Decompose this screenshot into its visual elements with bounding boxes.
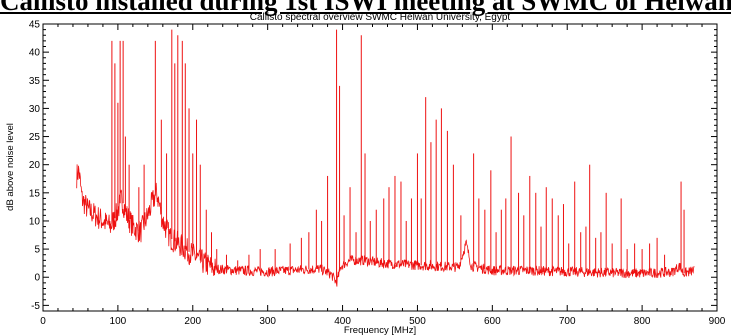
x-axis-label: Frequency [MHz] <box>344 325 416 336</box>
x-tick-label: 400 <box>334 316 351 327</box>
x-tick-label: 0 <box>40 316 46 327</box>
x-tick-label: 900 <box>709 316 726 327</box>
y-tick-label: 20 <box>29 160 41 171</box>
x-tick-label: 100 <box>110 316 127 327</box>
y-tick-label: 10 <box>29 216 41 227</box>
y-tick-label: 45 <box>29 20 41 31</box>
spectrum-line <box>76 164 695 287</box>
x-tick-label: 200 <box>184 316 201 327</box>
y-tick-label: 0 <box>34 273 40 284</box>
y-tick-label: 25 <box>29 132 41 143</box>
y-tick-label: -5 <box>31 301 40 312</box>
x-tick-label: 700 <box>559 316 576 327</box>
series-layer <box>76 29 695 287</box>
y-tick-label: 15 <box>29 188 41 199</box>
y-tick-label: 35 <box>29 76 41 87</box>
y-tick-label: 40 <box>29 48 41 59</box>
y-tick-label: 5 <box>34 245 40 256</box>
plot-frame <box>42 23 718 312</box>
page-banner-title: Callisto installed during 1st ISWI meeti… <box>0 0 731 16</box>
axis-ticks <box>42 23 718 311</box>
y-axis-label: dB above noise level <box>5 123 16 211</box>
tick-labels: 0 100 200 300 400 500 600 700 800 900-50510152025… <box>29 20 726 328</box>
x-tick-label: 300 <box>259 316 276 327</box>
x-tick-label: 500 <box>409 316 426 327</box>
chart-title: Callisto spectral overview SWMC Helwan U… <box>250 12 511 23</box>
x-tick-label: 600 <box>484 316 501 327</box>
x-tick-label: 800 <box>634 316 651 327</box>
y-tick-label: 30 <box>29 104 41 115</box>
